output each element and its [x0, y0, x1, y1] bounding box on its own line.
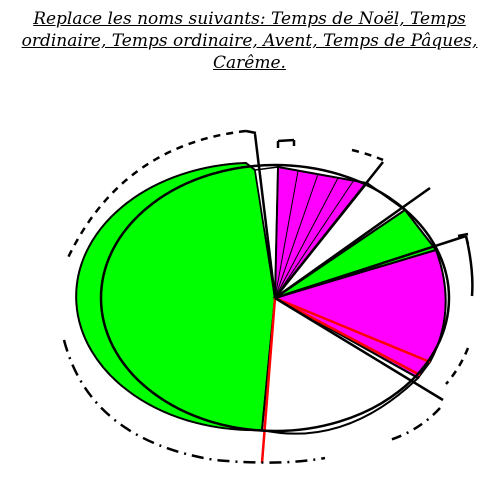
bracket-large-green [64, 129, 247, 263]
large-green-sector [75, 161, 277, 432]
instruction-line-1: Replace les noms suivants: Temps de Noël… [33, 9, 466, 29]
instruction-line-3: Carême. [213, 53, 286, 73]
bracket-top-magenta [277, 138, 295, 143]
label-bracket-arcs [62, 129, 474, 464]
instruction-line-2: ordinaire, Temps ordinaire, Avent, Temps… [21, 31, 478, 51]
hatching-lines [274, 170, 355, 299]
instruction-text: Replace les noms suivants: Temps de Noël… [0, 8, 499, 74]
bracket-small-white [351, 148, 384, 162]
ellipse-outline [99, 163, 451, 433]
leader-lines [253, 133, 467, 402]
right-magenta-sector [272, 248, 447, 380]
bracket-right-lower [445, 347, 470, 385]
bracket-ticks [245, 129, 470, 245]
red-division-lines [260, 296, 431, 464]
bracket-right-magenta [464, 235, 474, 297]
bracket-bottom-left [62, 339, 326, 464]
bracket-bottom-right [389, 407, 441, 442]
